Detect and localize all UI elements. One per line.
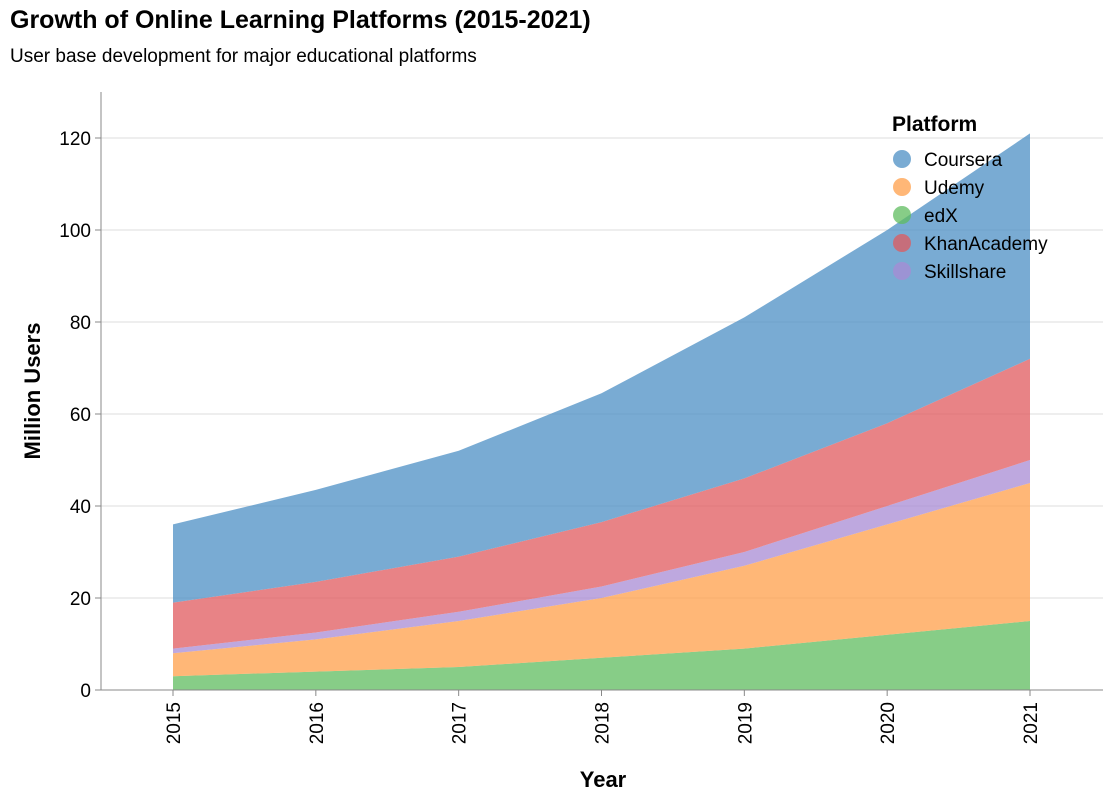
- x-tick-label-2020: 2020: [878, 702, 899, 744]
- legend-title: Platform: [892, 113, 977, 136]
- legend-label-udemy: Udemy: [924, 178, 985, 199]
- chart-title: Growth of Online Learning Platforms (201…: [10, 6, 591, 34]
- legend-swatch-khanacademy: [893, 234, 911, 252]
- legend-swatch-edx: [893, 206, 911, 224]
- y-tick-label-20: 20: [70, 589, 91, 610]
- y-tick-label-120: 120: [59, 129, 91, 150]
- area-layer: [173, 133, 1030, 690]
- legend-swatch-skillshare: [893, 262, 911, 280]
- legend-swatch-udemy: [893, 178, 911, 196]
- legend-label-khanacademy: KhanAcademy: [924, 234, 1048, 255]
- y-tick-label-40: 40: [70, 497, 91, 518]
- chart-subtitle: User base development for major educatio…: [10, 46, 477, 67]
- legend: Platform Coursera Udemy edX KhanAcademy Skil…: [892, 113, 1048, 283]
- y-tick-label-100: 100: [59, 221, 91, 242]
- y-axis-title: Million Users: [20, 323, 45, 460]
- legend-label-edx: edX: [924, 206, 958, 227]
- legend-label-coursera: Coursera: [924, 150, 1003, 171]
- x-tick-label-2021: 2021: [1021, 702, 1042, 744]
- x-axis-title: Year: [580, 767, 627, 792]
- x-tick-label-2017: 2017: [450, 702, 471, 744]
- y-tick-label-60: 60: [70, 405, 91, 426]
- area-coursera: [173, 133, 1030, 603]
- legend-label-skillshare: Skillshare: [924, 262, 1006, 283]
- y-tick-label-80: 80: [70, 313, 91, 334]
- legend-swatch-coursera: [893, 150, 911, 168]
- x-tick-label-2015: 2015: [164, 702, 185, 744]
- area-edx: [173, 621, 1030, 690]
- x-tick-label-2019: 2019: [735, 702, 756, 744]
- area-khanacademy: [173, 358, 1030, 649]
- legend-items: Coursera Udemy edX KhanAcademy Skillshare: [893, 150, 1048, 283]
- area-udemy: [173, 483, 1030, 677]
- axis-layer: 0 20 40 60 80 100 120 2015 2016 2017 2018 2019 2020 2…: [59, 92, 1103, 744]
- y-tick-label-0: 0: [80, 681, 91, 702]
- x-tick-label-2016: 2016: [307, 702, 328, 744]
- x-tick-label-2018: 2018: [593, 702, 614, 744]
